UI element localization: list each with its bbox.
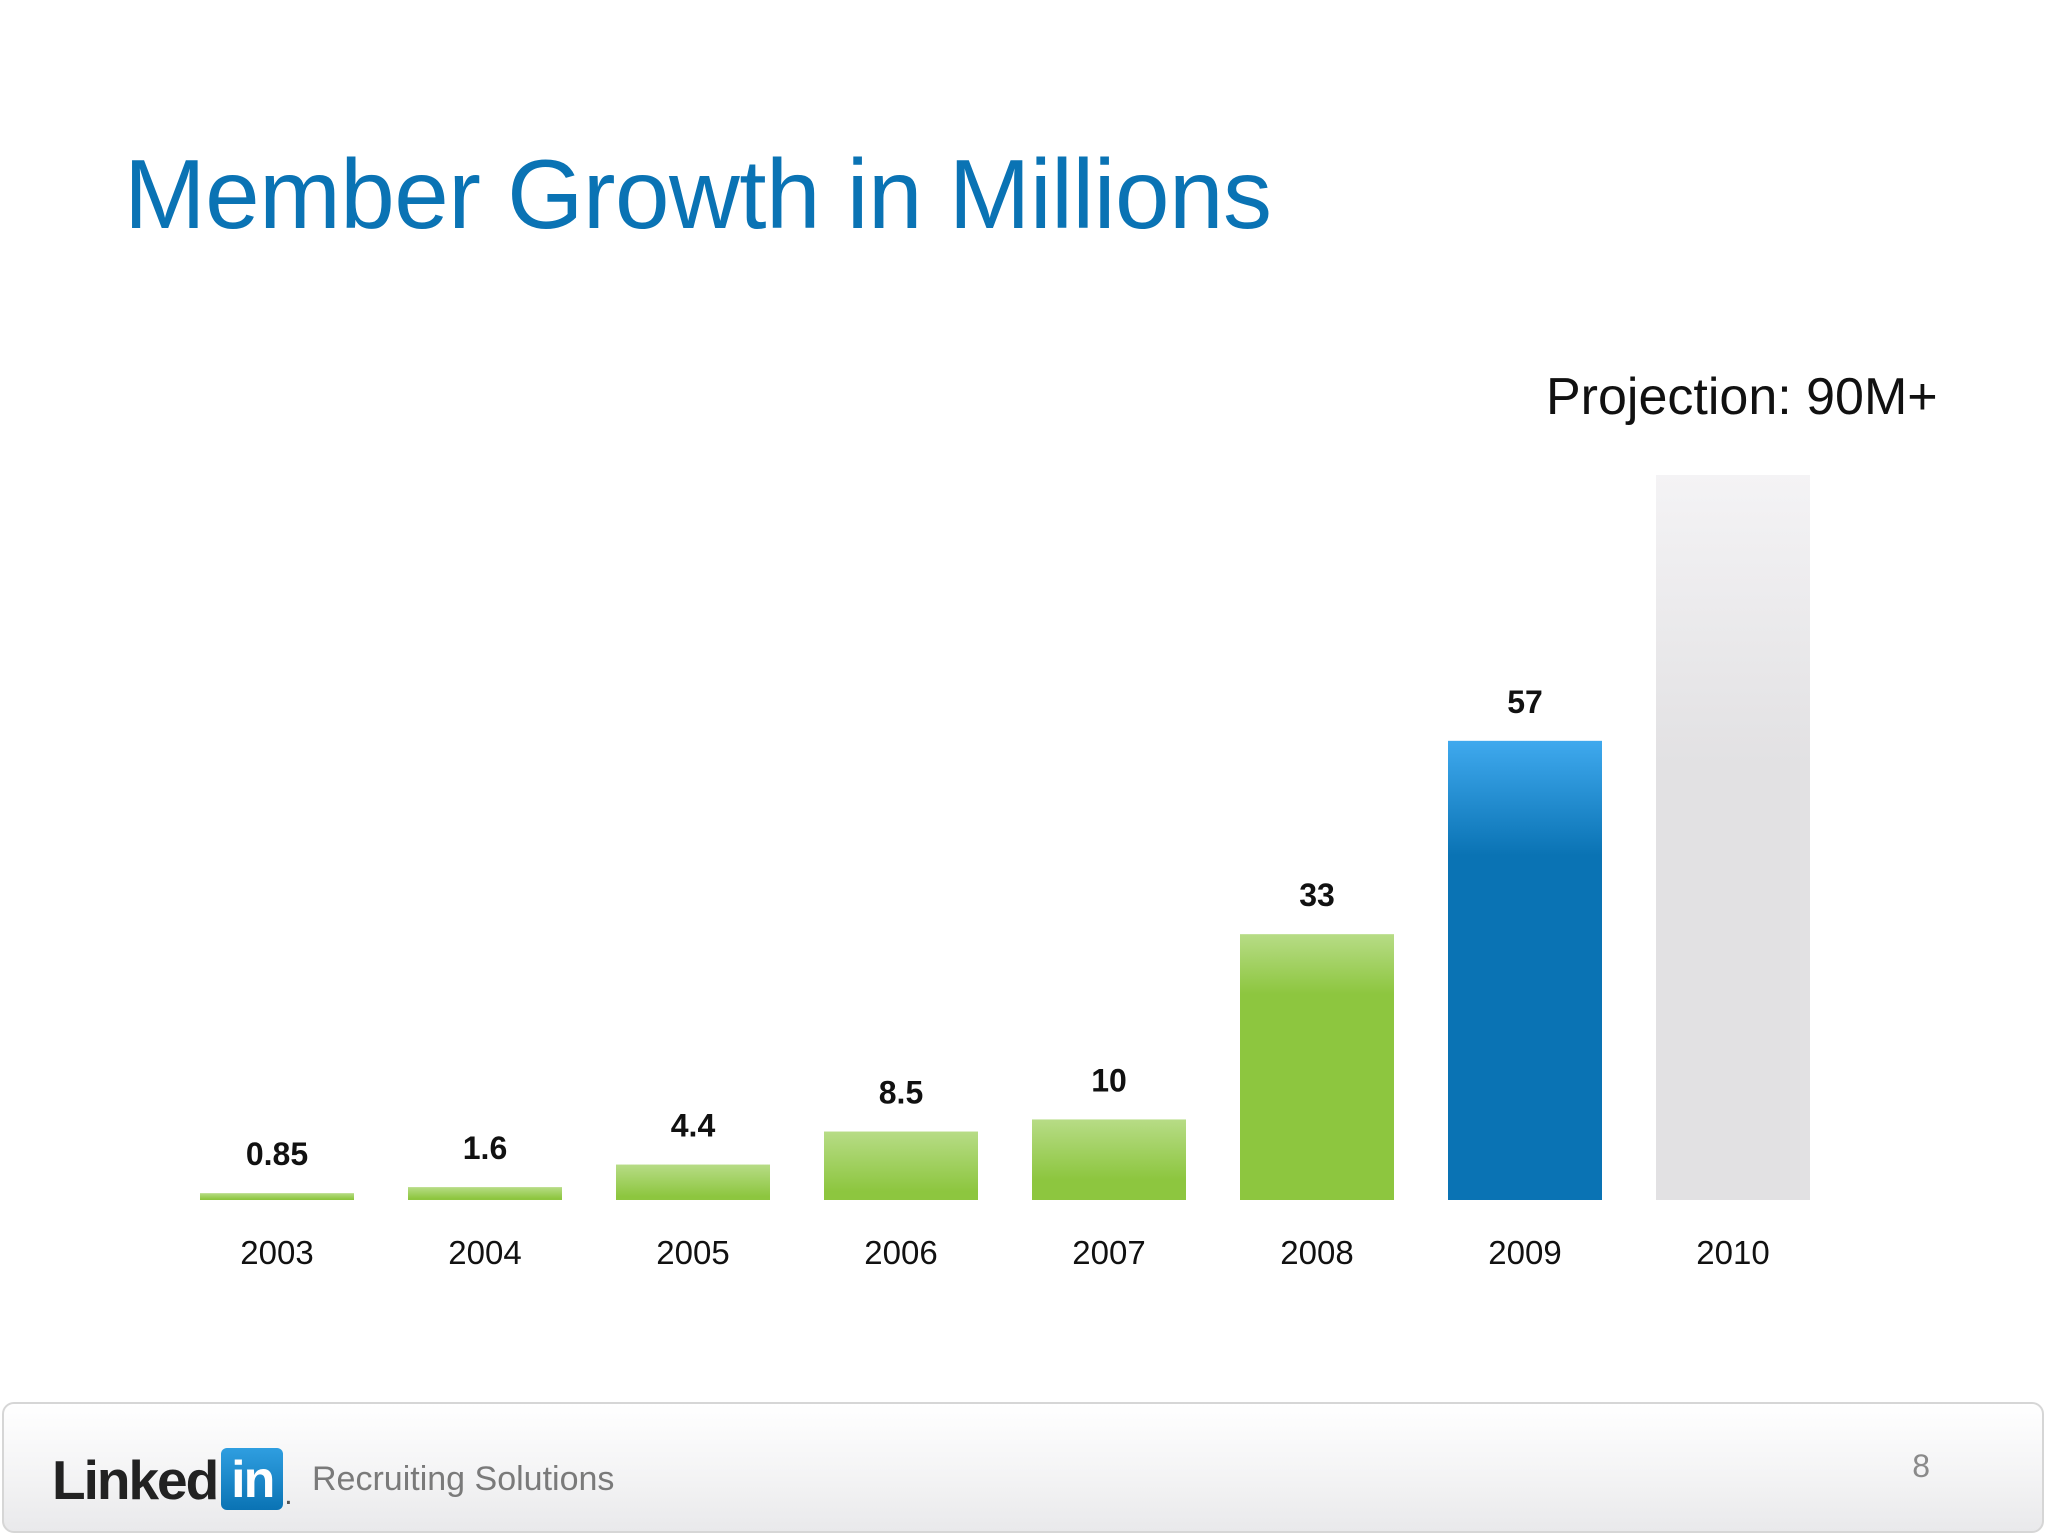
logo-dot: .	[284, 1478, 293, 1511]
bar-2008	[1240, 934, 1394, 1200]
slide-title: Member Growth in Millions	[124, 139, 1272, 249]
bar-value-label: 0.85	[246, 1136, 308, 1172]
x-tick-label: 2007	[1072, 1234, 1145, 1271]
bar-2006	[824, 1131, 978, 1200]
bar-2005	[616, 1164, 770, 1200]
x-tick-label: 2010	[1696, 1234, 1769, 1271]
linkedin-logo: Linked in .	[52, 1444, 293, 1510]
bar-2009	[1448, 740, 1602, 1200]
bar-value-label: 8.5	[879, 1075, 923, 1111]
bar-2010	[1656, 475, 1810, 1200]
logo-wordmark: Linked	[52, 1449, 219, 1511]
x-tick-label: 2008	[1280, 1234, 1353, 1271]
x-tick-label: 2005	[656, 1234, 729, 1271]
footer-bar: Linked in . Recruiting Solutions 8	[2, 1402, 2044, 1533]
bars-layer	[200, 475, 1810, 1200]
bar-value-label: 4.4	[671, 1108, 716, 1144]
footer-tagline: Recruiting Solutions	[312, 1460, 615, 1498]
bar-value-label: 1.6	[463, 1130, 507, 1166]
bar-2007	[1032, 1119, 1186, 1200]
x-tick-label: 2006	[864, 1234, 937, 1271]
x-tick-label: 2004	[448, 1234, 521, 1271]
bar-value-label: 10	[1091, 1062, 1127, 1098]
projection-annotation: Projection: 90M+	[1546, 368, 1938, 426]
logo-in-box: in	[221, 1448, 284, 1510]
member-growth-chart: 0.85 2003 1.6 2004 4.4 2005 8.5 2006 10 2007 33 200…	[200, 475, 1810, 1271]
x-tick-label: 2009	[1488, 1234, 1561, 1271]
page-number: 8	[1912, 1448, 1930, 1484]
bar-2004	[408, 1187, 562, 1200]
bar-2003	[200, 1193, 354, 1200]
bar-value-label: 57	[1507, 684, 1543, 720]
bar-value-label: 33	[1299, 877, 1335, 913]
labels-layer: 0.85 2003 1.6 2004 4.4 2005 8.5 2006 10 2007 33 200…	[240, 684, 1769, 1271]
x-tick-label: 2003	[240, 1234, 313, 1271]
